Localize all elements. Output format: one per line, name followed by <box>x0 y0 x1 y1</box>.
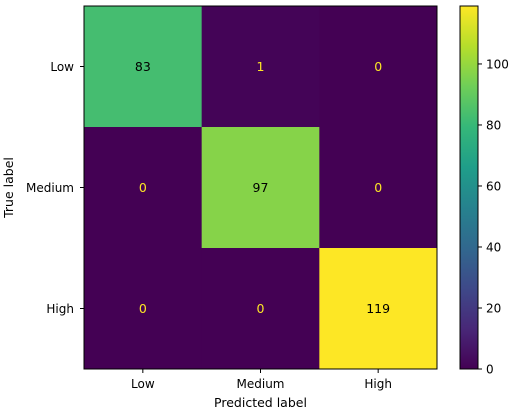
y-axis-label: True label <box>1 157 16 219</box>
colorbar-tick-label: 40 <box>486 240 501 254</box>
matrix-cell <box>84 248 203 370</box>
y-tick-label: Low <box>50 60 74 74</box>
cell-value-label: 0 <box>139 301 147 316</box>
matrix-cell <box>201 248 320 370</box>
colorbar-tick-label: 20 <box>486 301 501 315</box>
cell-value-label: 0 <box>139 180 147 195</box>
colorbar <box>459 5 479 370</box>
y-tick-label: Medium <box>26 181 74 195</box>
x-tick-label: Low <box>131 377 155 391</box>
x-tick-label: Medium <box>237 377 285 391</box>
matrix-cell <box>319 248 438 370</box>
colorbar-tick-label: 60 <box>486 179 501 193</box>
cell-value-label: 0 <box>374 59 382 74</box>
matrix-cell <box>84 6 203 128</box>
y-axis-ticks: Low Medium High <box>26 60 84 316</box>
cell-value-label: 1 <box>257 59 265 74</box>
y-tick-label: High <box>46 302 74 316</box>
x-axis-ticks: Low Medium High <box>131 369 392 391</box>
cell-value-label: 0 <box>257 301 265 316</box>
matrix-cell <box>319 6 438 128</box>
matrix-cell <box>319 127 438 249</box>
matrix-cell-labels: 83 1 0 0 97 0 0 0 119 <box>135 59 390 316</box>
cell-value-label: 83 <box>135 59 151 74</box>
colorbar-tick-label: 80 <box>486 118 501 132</box>
colorbar-ticks: 0 20 40 60 80 100 <box>478 57 509 377</box>
colorbar-tick-label: 100 <box>486 57 509 71</box>
cell-value-label: 97 <box>253 180 269 195</box>
colorbar-tick-label: 0 <box>486 363 494 377</box>
x-axis-label: Predicted label <box>214 395 307 410</box>
x-tick-label: High <box>364 377 392 391</box>
matrix-cell <box>201 6 320 128</box>
matrix-cells <box>84 6 438 370</box>
cell-value-label: 0 <box>374 180 382 195</box>
cell-value-label: 119 <box>366 301 390 316</box>
matrix-cell <box>201 127 320 249</box>
matrix-cell <box>84 127 203 249</box>
